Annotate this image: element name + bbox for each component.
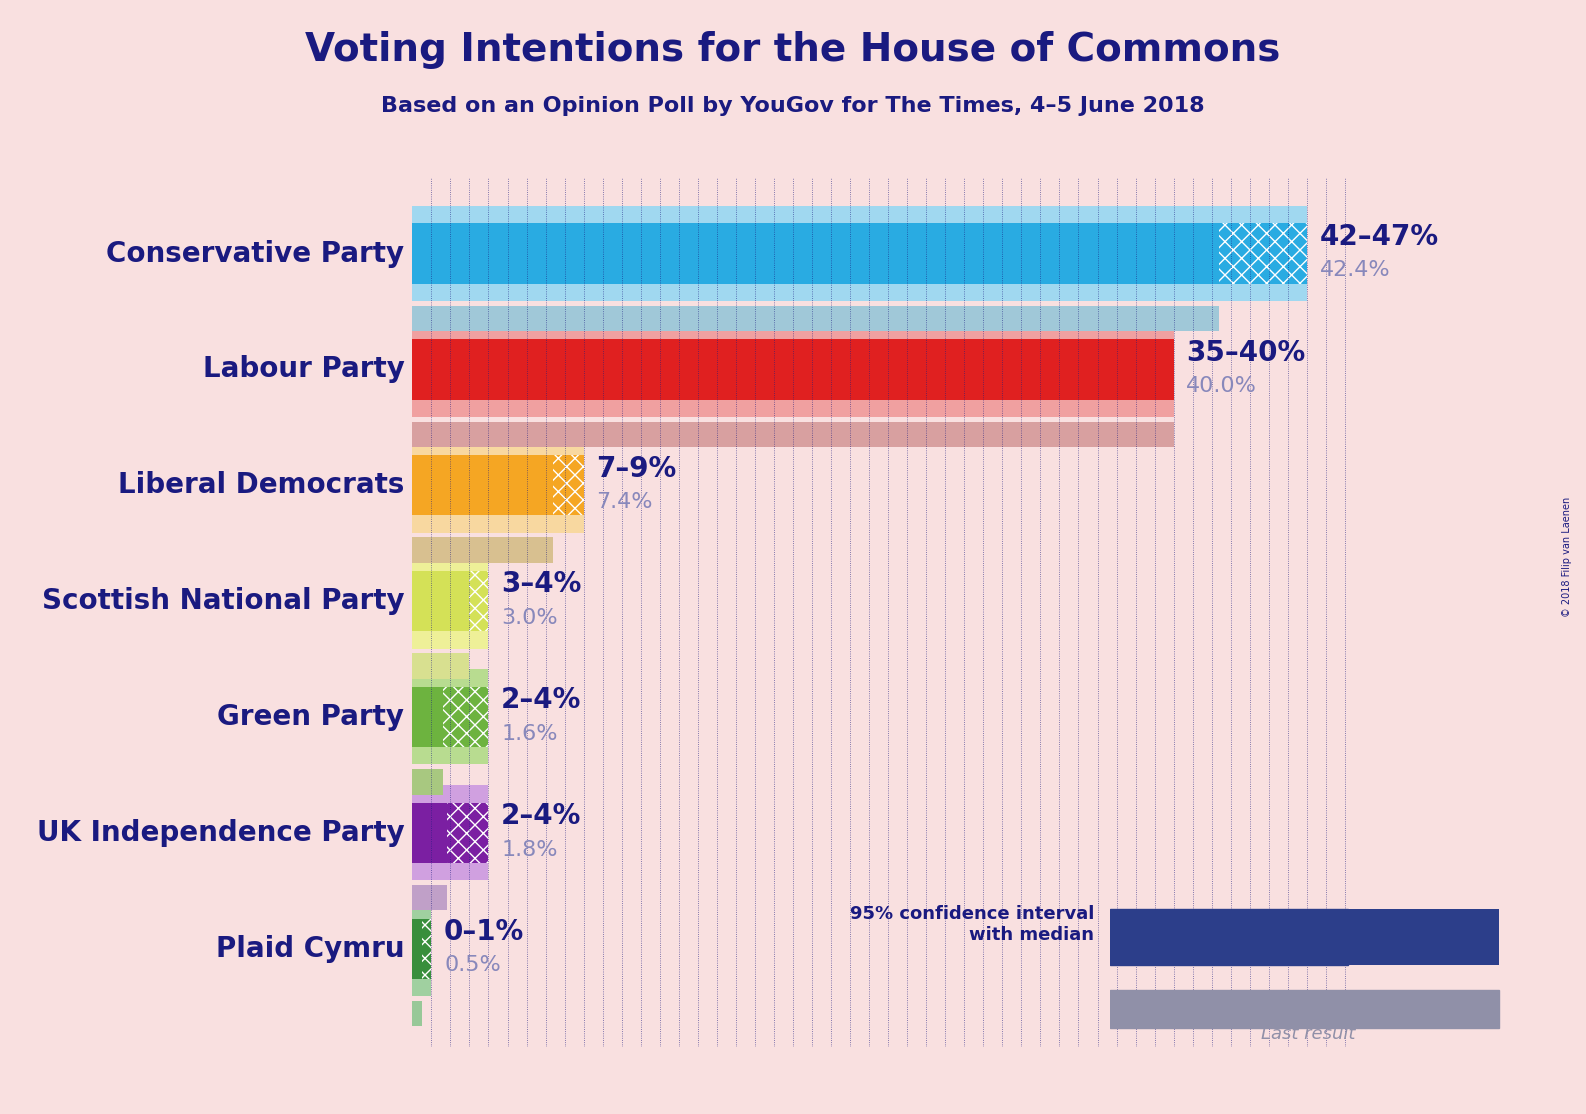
Text: 7.4%: 7.4% (596, 492, 653, 512)
Text: Plaid Cymru: Plaid Cymru (216, 935, 404, 962)
Bar (412, 554, 488, 648)
Bar (422, 919, 431, 979)
Text: Green Party: Green Party (217, 703, 404, 731)
Text: Liberal Democrats: Liberal Democrats (117, 471, 404, 499)
Bar (412, 456, 554, 516)
Text: 1.6%: 1.6% (501, 724, 558, 744)
Text: Based on an Opinion Poll by YouGov for The Times, 4–5 June 2018: Based on an Opinion Poll by YouGov for T… (381, 96, 1205, 116)
Text: 3.0%: 3.0% (501, 608, 558, 628)
Text: 35–40%: 35–40% (1186, 339, 1305, 367)
Bar (469, 571, 488, 632)
Bar (412, 421, 1174, 447)
Text: 95% confidence interval
with median: 95% confidence interval with median (850, 906, 1094, 945)
Bar (1110, 909, 1348, 966)
Text: 42.4%: 42.4% (1320, 261, 1391, 281)
Text: Scottish National Party: Scottish National Party (41, 587, 404, 615)
Text: UK Independence Party: UK Independence Party (36, 819, 404, 847)
Bar (554, 456, 584, 516)
Bar (412, 653, 469, 678)
Text: 0.5%: 0.5% (444, 956, 501, 976)
Bar (412, 885, 447, 910)
Bar (442, 687, 488, 747)
Text: Labour Party: Labour Party (203, 355, 404, 383)
Text: Voting Intentions for the House of Commons: Voting Intentions for the House of Commo… (306, 31, 1280, 69)
Text: 2–4%: 2–4% (501, 686, 582, 714)
Text: 1.8%: 1.8% (501, 840, 558, 860)
Text: 42–47%: 42–47% (1320, 223, 1439, 251)
Text: 2–4%: 2–4% (501, 802, 582, 830)
Bar (412, 687, 442, 747)
Bar (1110, 990, 1499, 1028)
Bar (412, 803, 447, 863)
Bar (412, 438, 584, 532)
Bar (412, 305, 1220, 331)
Bar (412, 769, 442, 794)
Text: © 2018 Filip van Laenen: © 2018 Filip van Laenen (1562, 497, 1572, 617)
Text: 7–9%: 7–9% (596, 455, 677, 482)
Text: Conservative Party: Conservative Party (106, 240, 404, 267)
Bar (412, 901, 431, 996)
Bar (412, 571, 469, 632)
Bar (1348, 909, 1499, 966)
Text: 40.0%: 40.0% (1186, 377, 1258, 397)
Bar (412, 919, 422, 979)
Bar (412, 224, 1220, 284)
Bar (412, 322, 1174, 417)
Text: Last result: Last result (1261, 1025, 1356, 1043)
Bar (412, 537, 554, 563)
Bar (412, 670, 488, 764)
Bar (412, 1000, 422, 1026)
Bar (1220, 224, 1307, 284)
Bar (412, 340, 1174, 400)
Bar (412, 206, 1307, 301)
Bar (412, 785, 488, 880)
Text: 3–4%: 3–4% (501, 570, 582, 598)
Text: 0–1%: 0–1% (444, 918, 525, 946)
Bar (447, 803, 488, 863)
